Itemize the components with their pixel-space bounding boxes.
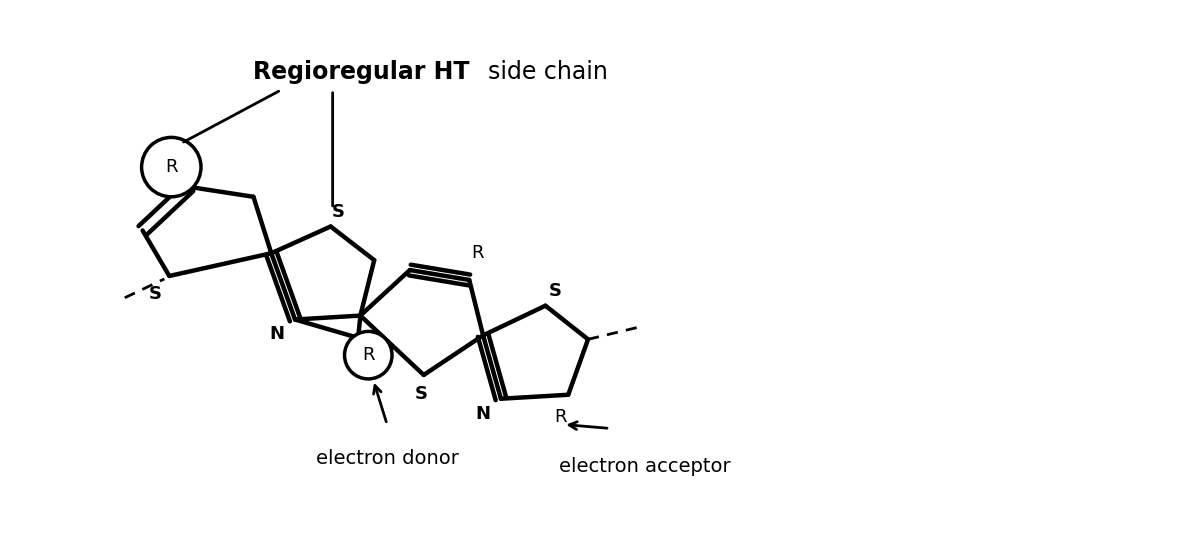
Text: S: S (548, 282, 561, 300)
Text: S: S (415, 385, 428, 403)
Text: electron donor: electron donor (316, 449, 459, 467)
Circle shape (344, 332, 392, 379)
Text: S: S (149, 285, 162, 303)
Text: R: R (470, 244, 483, 262)
Text: R: R (554, 408, 566, 426)
Text: N: N (269, 326, 285, 344)
Text: N: N (475, 404, 491, 423)
Text: R: R (362, 346, 375, 364)
Text: side chain: side chain (473, 60, 608, 84)
Circle shape (142, 138, 201, 197)
Text: Regioregular HT: Regioregular HT (253, 60, 470, 84)
Text: S: S (332, 203, 345, 221)
Text: electron acceptor: electron acceptor (559, 456, 730, 476)
Text: R: R (165, 158, 177, 176)
